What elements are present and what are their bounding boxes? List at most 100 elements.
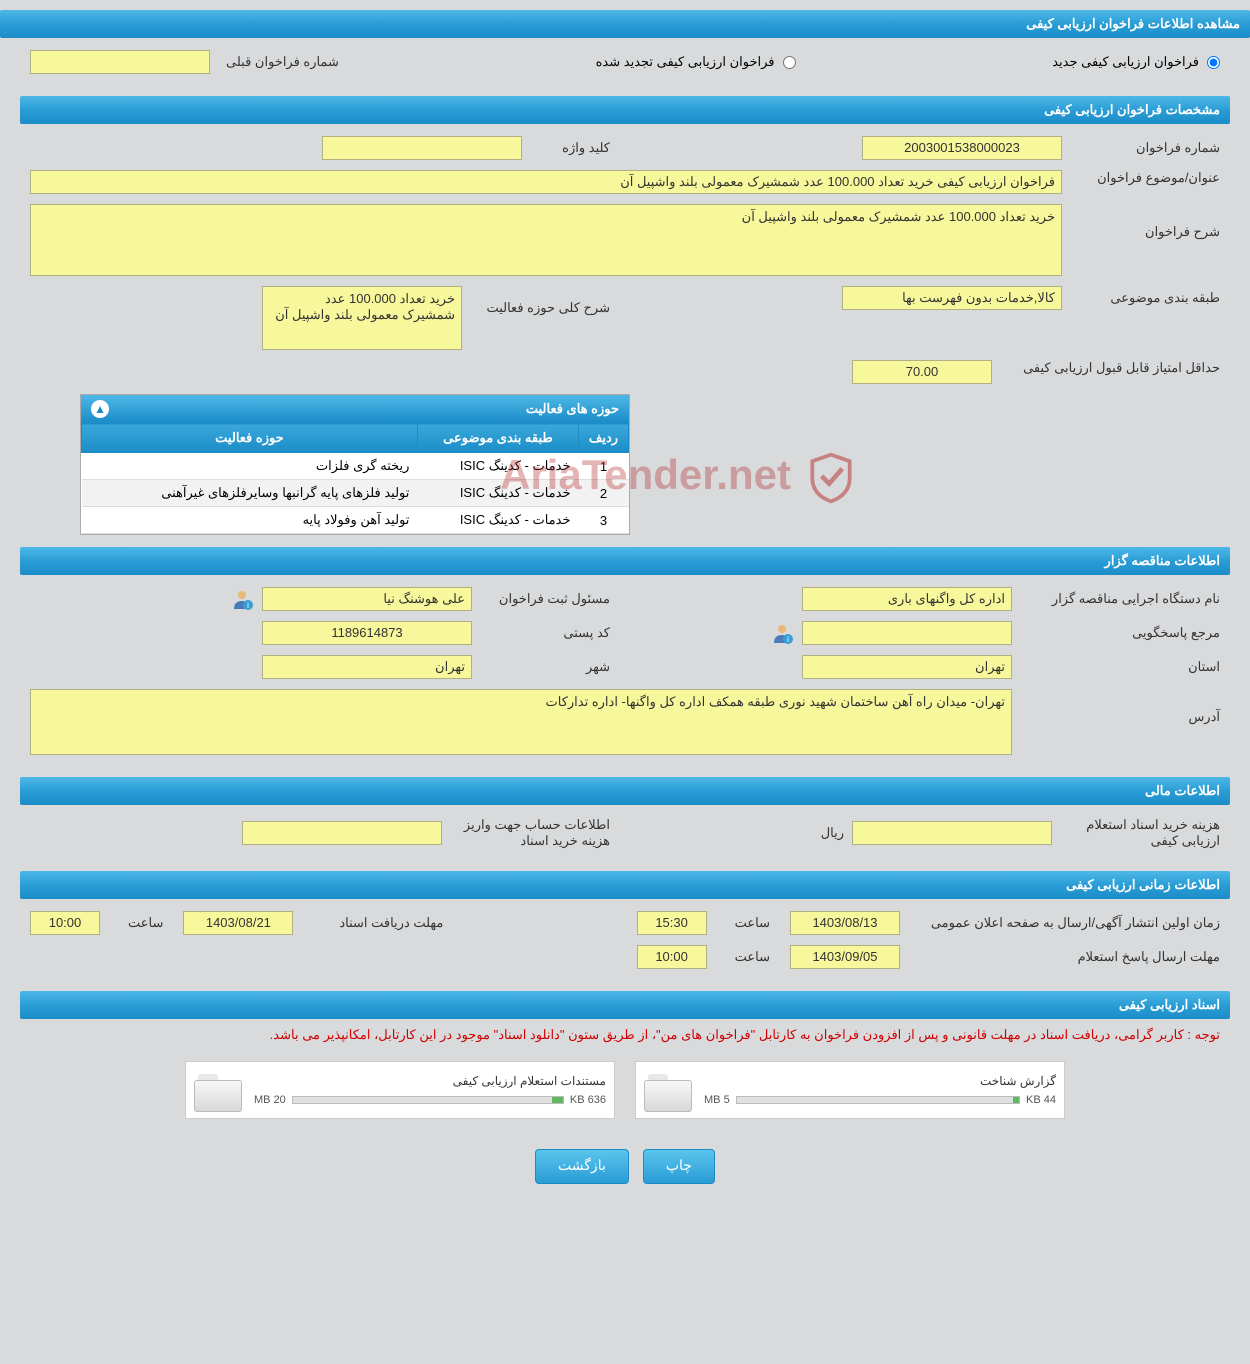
row-scope: تولید فلزهای پایه گرانبها وسایرفلزهای غی… [82,480,418,507]
account-label: اطلاعات حساب جهت واریز هزینه خرید اسناد [450,817,610,849]
response-label: مهلت ارسال پاسخ استعلام [920,949,1220,965]
person-icon: i [770,621,794,645]
row-num: 2 [579,480,629,507]
file-card-2[interactable]: مستندات استعلام ارزیابی کیفی 636 KB 20 M… [185,1061,615,1119]
response-date: 1403/09/05 [790,945,900,969]
receive-date: 1403/08/21 [183,911,293,935]
button-row: چاپ بازگشت [0,1129,1250,1214]
category-value: کالا,خدمات بدون فهرست بها [842,286,1062,310]
province-value: تهران [802,655,1012,679]
min-score-value: 70.00 [852,360,992,384]
call-number-value: 2003001538000023 [862,136,1062,160]
account-value [242,821,442,845]
postcode-label: کد پستی [480,625,610,641]
desc-value: خرید تعداد 100.000 عدد شمشیرک معمولی بلن… [30,204,1062,276]
address-label: آدرس [1020,689,1220,725]
subject-value: فراخوان ارزیابی کیفی خرید تعداد 100.000 … [30,170,1062,194]
radio-new[interactable]: فراخوان ارزیابی کیفی جدید [1052,54,1220,70]
file2-title: مستندات استعلام ارزیابی کیفی [254,1074,606,1088]
desc-label: شرح فراخوان [1070,204,1220,240]
col-scope: حوزه فعالیت [82,424,418,453]
postcode-value: 1189614873 [262,621,472,645]
row-scope: ریخته گری فلزات [82,453,418,480]
doc-cost-value [852,821,1052,845]
activity-header-title: حوزه های فعالیت [526,401,619,417]
file1-title: گزارش شناخت [704,1074,1056,1088]
print-button[interactable]: چاپ [643,1149,715,1184]
receive-time: 10:00 [30,911,100,935]
section-timing-body: زمان اولین انتشار آگهی/ارسال به صفحه اعل… [0,899,1250,991]
file2-max: 20 MB [254,1094,286,1106]
top-row: فراخوان ارزیابی کیفی جدید فراخوان ارزیاب… [0,38,1250,96]
file1-max: 5 MB [704,1094,730,1106]
radio-new-input[interactable] [1207,56,1220,69]
section-timing-header: اطلاعات زمانی ارزیابی کیفی [20,871,1230,899]
publish-time-label: ساعت [727,915,770,931]
receive-label: مهلت دریافت اسناد [313,915,443,931]
collapse-icon[interactable]: ▲ [91,400,109,418]
section-specs-body: شماره فراخوان 2003001538000023 کلید واژه… [0,124,1250,547]
publish-time: 15:30 [637,911,707,935]
row-num: 3 [579,507,629,534]
doc-cost-label: هزینه خرید اسناد استعلام ارزیابی کیفی [1060,817,1220,849]
subject-label: عنوان/موضوع فراخوان [1070,170,1220,186]
col-category: طبقه بندی موضوعی [417,424,578,453]
address-value: تهران- میدان راه آهن ساختمان شهید نوری ط… [30,689,1012,755]
scope-desc-value: خرید تعداد 100.000 عدد شمشیرک معمولی بلن… [262,286,462,350]
response-time-label: ساعت [727,949,770,965]
table-row: 3خدمات - کدینگ ISICتولید آهن وفولاد پایه [82,507,629,534]
row-cat: خدمات - کدینگ ISIC [417,453,578,480]
responder-label: مرجع پاسخگویی [1020,625,1220,641]
section-tenderer-body: نام دستگاه اجرایی مناقصه گزار اداره کل و… [0,575,1250,777]
row-cat: خدمات - کدینگ ISIC [417,507,578,534]
response-time: 10:00 [637,945,707,969]
keyword-value [322,136,522,160]
main-header: مشاهده اطلاعات فراخوان ارزیابی کیفی [0,10,1250,38]
exec-value: اداره کل واگنهای باری [802,587,1012,611]
exec-label: نام دستگاه اجرایی مناقصه گزار [1020,591,1220,607]
publish-date: 1403/08/13 [790,911,900,935]
receive-time-label: ساعت [120,915,163,931]
col-row: ردیف [579,424,629,453]
radio-renewed[interactable]: فراخوان ارزیابی کیفی تجدید شده [596,54,796,70]
scope-desc-label: شرح کلی حوزه فعالیت [470,286,610,316]
back-button[interactable]: بازگشت [535,1149,629,1184]
folder-icon [194,1070,244,1110]
section-specs-header: مشخصات فراخوان ارزیابی کیفی [20,96,1230,124]
activity-table: حوزه های فعالیت ▲ ردیف طبقه بندی موضوعی … [80,394,630,535]
table-row: 2خدمات - کدینگ ISICتولید فلزهای پایه گرا… [82,480,629,507]
svg-text:i: i [787,635,789,644]
person-icon: i [230,587,254,611]
file2-size: 636 KB [570,1094,606,1106]
row-cat: خدمات - کدینگ ISIC [417,480,578,507]
file-card-1[interactable]: گزارش شناخت 44 KB 5 MB [635,1061,1065,1119]
section-docs-header: اسناد ارزیابی کیفی [20,991,1230,1019]
section-financial-body: هزینه خرید اسناد استعلام ارزیابی کیفی ری… [0,805,1250,871]
svg-text:i: i [247,601,249,610]
radio-renewed-input[interactable] [783,56,796,69]
call-number-label: شماره فراخوان [1070,140,1220,156]
prev-call-label: شماره فراخوان قبلی [218,54,339,70]
section-tenderer-header: اطلاعات مناقصه گزار [20,547,1230,575]
category-label: طبقه بندی موضوعی [1070,290,1220,306]
city-value: تهران [262,655,472,679]
registrar-value: علی هوشنگ نیا [262,587,472,611]
prev-call-value [30,50,210,74]
row-scope: تولید آهن وفولاد پایه [82,507,418,534]
publish-label: زمان اولین انتشار آگهی/ارسال به صفحه اعل… [920,915,1220,931]
responder-value [802,621,1012,645]
city-label: شهر [480,659,610,675]
province-label: استان [1020,659,1220,675]
section-financial-header: اطلاعات مالی [20,777,1230,805]
radio-renewed-label: فراخوان ارزیابی کیفی تجدید شده [596,54,775,70]
row-num: 1 [579,453,629,480]
docs-note: توجه : کاربر گرامی، دریافت اسناد در مهلت… [0,1019,1250,1051]
table-row: 1خدمات - کدینگ ISICریخته گری فلزات [82,453,629,480]
file1-size: 44 KB [1026,1094,1056,1106]
keyword-label: کلید واژه [530,140,610,156]
min-score-label: حداقل امتیاز قابل قبول ارزیابی کیفی [1000,360,1220,376]
radio-new-label: فراخوان ارزیابی کیفی جدید [1052,54,1199,70]
currency-label: ریال [813,825,844,841]
registrar-label: مسئول ثبت فراخوان [480,591,610,607]
folder-icon [644,1070,694,1110]
